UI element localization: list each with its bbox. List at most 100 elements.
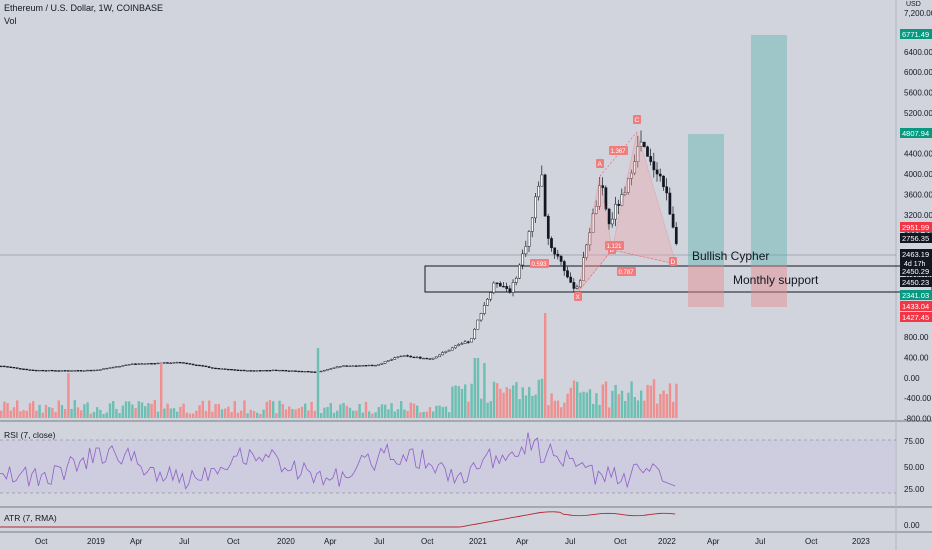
candle-body	[15, 367, 19, 369]
volume-label: Vol	[4, 16, 17, 26]
volume-bar	[368, 411, 371, 418]
atr-tick-label: 0.00	[904, 521, 920, 530]
candle-body	[479, 313, 483, 321]
candle-body	[9, 366, 13, 368]
price-badge	[900, 233, 932, 243]
candle-body	[41, 369, 45, 372]
candle-body	[441, 352, 445, 356]
volume-bar	[630, 381, 633, 418]
volume-bar	[182, 403, 185, 418]
volume-bar	[275, 413, 278, 418]
volume-bar	[633, 396, 636, 418]
candle-body	[102, 368, 105, 370]
volume-bar	[163, 408, 166, 418]
candle-body	[25, 368, 29, 371]
candle-body	[626, 178, 630, 193]
candle-body	[623, 192, 627, 195]
price-tick-label: 6000.00	[904, 68, 932, 77]
volume-bar	[41, 412, 44, 418]
volume-bar	[672, 401, 675, 418]
volume-bar	[44, 404, 48, 418]
volume-bar	[307, 410, 310, 418]
candle-body	[217, 367, 221, 370]
candle-body	[246, 370, 249, 372]
volume-bar	[249, 409, 252, 418]
volume-bar	[457, 386, 460, 418]
candle-body	[518, 264, 521, 279]
volume-bar	[150, 403, 153, 418]
volume-bar	[627, 392, 630, 418]
volume-bar	[531, 395, 534, 418]
candle-body	[0, 365, 3, 368]
volume-bar	[326, 407, 329, 418]
volume-bar	[89, 413, 92, 418]
candle-body	[297, 370, 301, 373]
candle-body	[630, 172, 633, 179]
volume-bar	[492, 381, 496, 418]
volume-bar	[502, 392, 505, 418]
volume-bar	[646, 384, 649, 418]
volume-bar	[22, 410, 25, 418]
candle-body	[22, 368, 25, 370]
candle-body	[108, 367, 112, 369]
volume-bar	[169, 408, 172, 418]
volume-bar	[553, 400, 556, 418]
volume-bar	[211, 411, 214, 418]
candle-body	[652, 161, 656, 171]
volume-bar	[220, 409, 224, 418]
volume-bar	[656, 403, 659, 418]
candle-body	[18, 368, 22, 370]
volume-bar	[448, 412, 451, 418]
volume-bar	[118, 413, 121, 418]
candle-body	[354, 365, 358, 367]
candle-body	[662, 175, 665, 188]
volume-bar	[348, 407, 352, 418]
volume-bar	[662, 390, 665, 418]
volume-bar	[572, 380, 576, 418]
candle-body	[338, 366, 342, 368]
candle-body	[12, 366, 16, 369]
volume-bar	[112, 400, 115, 418]
pattern-point-badge	[669, 257, 677, 266]
candle-body	[655, 169, 659, 175]
candle-body	[486, 298, 489, 306]
volume-bar	[444, 406, 448, 418]
candle-body	[674, 227, 678, 244]
candle-body	[444, 350, 448, 353]
candle-body	[210, 367, 214, 369]
volume-bar	[464, 384, 467, 418]
candle-body	[466, 341, 470, 343]
candle-body	[111, 366, 115, 369]
volume-bar	[608, 407, 611, 418]
volume-bar	[70, 408, 73, 418]
candle-body	[134, 363, 137, 365]
volume-bar	[435, 405, 438, 418]
candle-body	[156, 362, 160, 365]
rsi-tick-label: 50.00	[904, 463, 925, 472]
candle-body	[396, 356, 400, 358]
candle-body	[534, 196, 537, 219]
candle-body	[348, 365, 352, 367]
candle-body	[265, 370, 269, 372]
volume-bar	[560, 407, 563, 418]
candle-body	[582, 257, 585, 281]
candle-body	[38, 369, 41, 372]
candle-body	[175, 361, 179, 364]
candle-body	[281, 369, 285, 372]
volume-bar	[675, 383, 678, 418]
candle-body	[559, 255, 563, 262]
volume-bar	[160, 363, 163, 418]
volume-bar	[38, 404, 41, 418]
candle-body	[137, 363, 141, 365]
volume-bar	[204, 411, 208, 418]
volume-bar	[486, 402, 489, 418]
volume-bar	[19, 411, 22, 418]
candle-body	[658, 173, 662, 177]
volume-bar	[294, 409, 297, 418]
ratio-badge	[617, 267, 636, 276]
volume-bar	[329, 402, 332, 418]
candle-body	[191, 363, 195, 366]
pattern-point-label: D	[671, 259, 676, 266]
volume-bar	[64, 408, 67, 418]
